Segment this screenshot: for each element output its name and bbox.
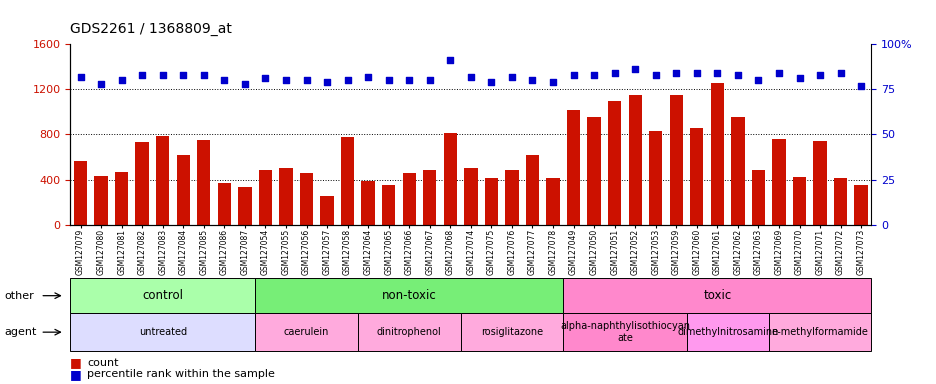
Point [135, 72, 150, 78]
Text: dinitrophenol: dinitrophenol [376, 327, 441, 337]
Point [299, 77, 314, 83]
Point [730, 72, 745, 78]
Text: other: other [5, 291, 35, 301]
Text: control: control [142, 289, 183, 302]
Bar [505, 170, 518, 225]
Point [648, 72, 663, 78]
Bar [751, 170, 765, 225]
Bar [217, 183, 231, 225]
Bar [136, 142, 149, 225]
Point [483, 79, 498, 85]
Text: ■: ■ [70, 356, 82, 369]
Bar [176, 155, 190, 225]
Text: rosiglitazone: rosiglitazone [480, 327, 542, 337]
Bar [525, 155, 538, 225]
Bar [463, 168, 477, 225]
Point [114, 77, 129, 83]
Point [463, 74, 478, 80]
Point [443, 57, 458, 63]
Point [257, 75, 272, 81]
Text: count: count [87, 358, 119, 368]
Bar [197, 140, 211, 225]
Point [237, 81, 252, 87]
Point [668, 70, 683, 76]
Bar [382, 185, 395, 225]
Point [155, 72, 170, 78]
Bar [279, 168, 292, 225]
Point [832, 70, 847, 76]
Point [278, 77, 293, 83]
Bar [709, 83, 724, 225]
Bar [258, 170, 271, 225]
Text: caerulein: caerulein [284, 327, 329, 337]
Point [586, 72, 601, 78]
Text: dimethylnitrosamine: dimethylnitrosamine [677, 327, 778, 337]
Text: toxic: toxic [703, 289, 731, 302]
Point [381, 77, 396, 83]
Bar [628, 95, 641, 225]
Point [627, 66, 642, 73]
Point [94, 81, 109, 87]
Point [340, 77, 355, 83]
Bar [341, 137, 354, 225]
Bar [95, 176, 108, 225]
Point [216, 77, 231, 83]
Point [607, 70, 622, 76]
Bar [833, 179, 846, 225]
Point [545, 79, 560, 85]
Bar [566, 109, 579, 225]
Text: alpha-naphthylisothiocyan
ate: alpha-naphthylisothiocyan ate [560, 321, 689, 343]
Point [812, 72, 826, 78]
Bar [115, 172, 128, 225]
Point [504, 74, 519, 80]
Text: percentile rank within the sample: percentile rank within the sample [87, 369, 275, 379]
Point [709, 70, 724, 76]
Bar [443, 133, 457, 225]
Bar [484, 179, 498, 225]
Text: GDS2261 / 1368809_at: GDS2261 / 1368809_at [70, 23, 232, 36]
Bar [607, 101, 621, 225]
Point [770, 70, 785, 76]
Text: untreated: untreated [139, 327, 186, 337]
Point [73, 74, 88, 80]
Bar [74, 162, 87, 225]
Point [176, 72, 191, 78]
Bar [690, 127, 703, 225]
Bar [423, 170, 436, 225]
Text: ■: ■ [70, 368, 82, 381]
Point [791, 75, 806, 81]
Bar [792, 177, 805, 225]
Bar [320, 197, 333, 225]
Bar [238, 187, 251, 225]
Point [853, 83, 868, 89]
Point [319, 79, 334, 85]
Bar [771, 139, 784, 225]
Bar [812, 141, 826, 225]
Bar [300, 173, 313, 225]
Bar [546, 179, 559, 225]
Point [197, 72, 212, 78]
Point [565, 72, 580, 78]
Bar [361, 180, 374, 225]
Bar [156, 136, 169, 225]
Text: agent: agent [5, 327, 37, 337]
Point [524, 77, 539, 83]
Point [422, 77, 437, 83]
Bar [587, 118, 600, 225]
Bar [402, 173, 416, 225]
Bar [854, 185, 867, 225]
Point [750, 77, 765, 83]
Text: non-toxic: non-toxic [382, 289, 436, 302]
Bar [669, 95, 682, 225]
Bar [730, 118, 744, 225]
Text: n-methylformamide: n-methylformamide [770, 327, 868, 337]
Point [689, 70, 704, 76]
Point [402, 77, 417, 83]
Point [360, 74, 375, 80]
Bar [649, 131, 662, 225]
